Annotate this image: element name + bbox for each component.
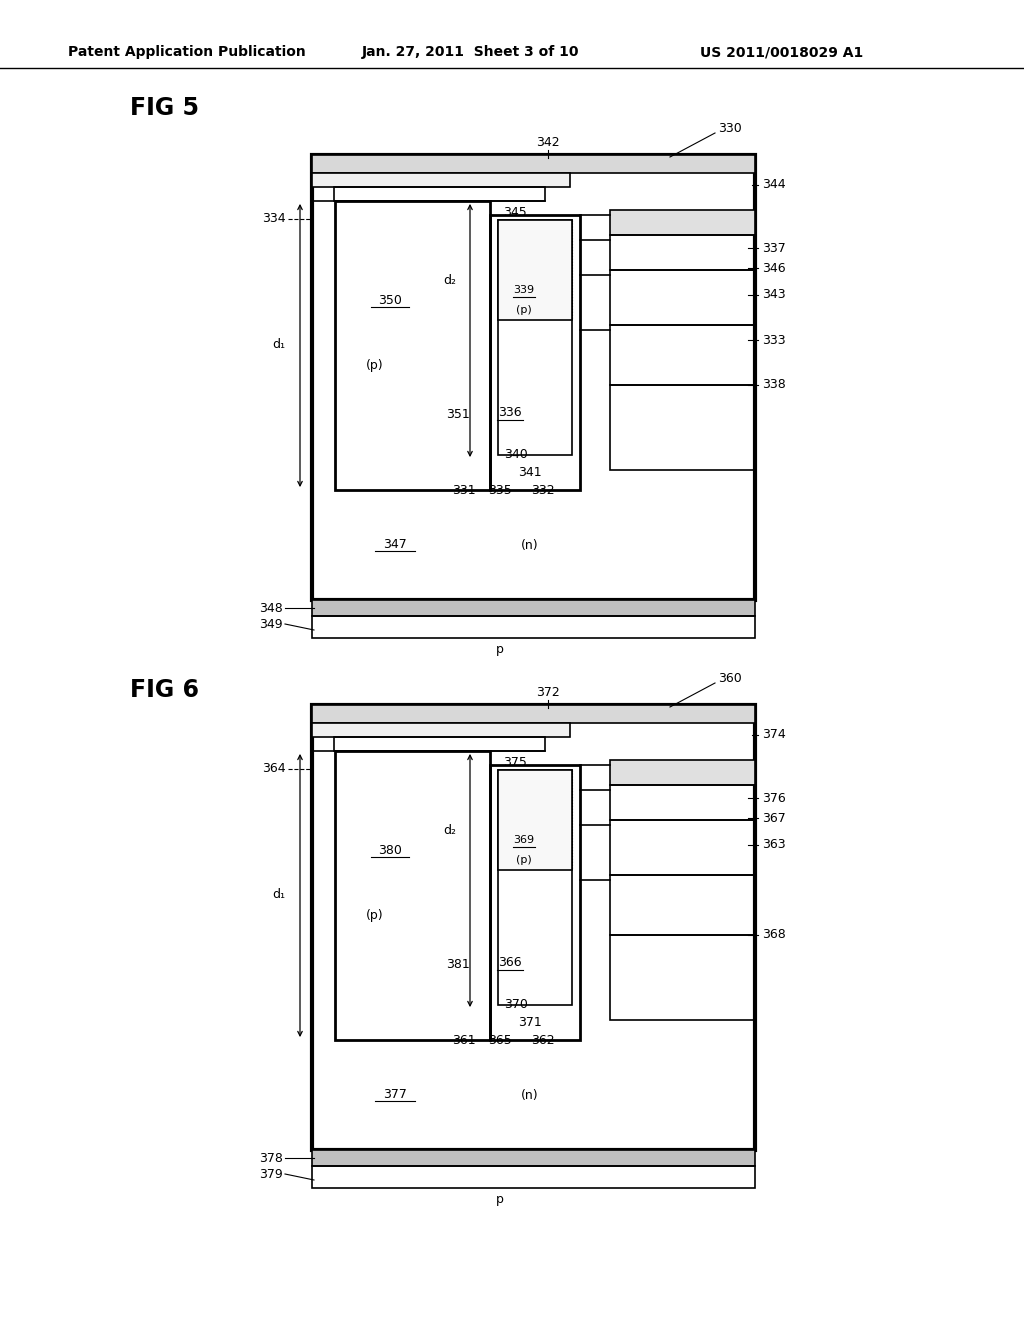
Bar — [312, 601, 755, 616]
Text: US 2011/0018029 A1: US 2011/0018029 A1 — [700, 45, 863, 59]
Text: 335: 335 — [488, 483, 512, 496]
Text: 330: 330 — [718, 121, 741, 135]
Text: 371: 371 — [518, 1015, 542, 1028]
Text: 340: 340 — [504, 449, 528, 462]
Text: 376: 376 — [762, 792, 785, 804]
Text: 336: 336 — [499, 407, 522, 420]
Bar — [610, 820, 755, 875]
Text: 347: 347 — [383, 539, 407, 552]
Text: p: p — [496, 1193, 504, 1206]
Bar — [335, 201, 490, 490]
Text: Patent Application Publication: Patent Application Publication — [68, 45, 306, 59]
Bar — [610, 935, 755, 1020]
Text: 374: 374 — [762, 729, 785, 742]
Text: 365: 365 — [488, 1034, 512, 1047]
Bar — [490, 215, 580, 490]
Text: 364: 364 — [262, 763, 286, 776]
Text: 368: 368 — [762, 928, 785, 941]
Bar — [610, 760, 755, 785]
Bar — [498, 220, 572, 319]
Bar — [498, 770, 572, 1005]
Text: (p): (p) — [516, 855, 531, 865]
Text: (p): (p) — [367, 908, 384, 921]
Text: 343: 343 — [762, 289, 785, 301]
Text: d₁: d₁ — [272, 888, 285, 902]
Bar — [334, 737, 545, 751]
Bar — [312, 1166, 755, 1188]
Text: 375: 375 — [503, 755, 527, 768]
Text: 350: 350 — [378, 293, 402, 306]
Text: d₂: d₂ — [443, 825, 456, 837]
Text: 342: 342 — [537, 136, 560, 149]
Text: FIG 5: FIG 5 — [130, 96, 199, 120]
Text: 367: 367 — [762, 812, 785, 825]
Text: 366: 366 — [499, 957, 522, 969]
Bar — [610, 210, 755, 235]
Bar — [490, 766, 580, 1040]
Bar — [610, 785, 755, 820]
Text: 380: 380 — [378, 843, 402, 857]
Text: 360: 360 — [718, 672, 741, 685]
Text: d₁: d₁ — [272, 338, 285, 351]
Text: 351: 351 — [446, 408, 470, 421]
Text: Jan. 27, 2011  Sheet 3 of 10: Jan. 27, 2011 Sheet 3 of 10 — [362, 45, 580, 59]
Bar — [610, 385, 755, 470]
Text: 348: 348 — [259, 602, 283, 615]
Text: d₂: d₂ — [443, 275, 456, 288]
Text: 361: 361 — [453, 1034, 476, 1047]
Bar — [312, 705, 755, 1150]
Bar — [498, 220, 572, 455]
Text: (n): (n) — [521, 1089, 539, 1101]
Text: 363: 363 — [762, 838, 785, 851]
Bar — [312, 154, 755, 173]
Text: 379: 379 — [259, 1167, 283, 1180]
Text: 339: 339 — [513, 285, 535, 294]
Bar — [610, 875, 755, 935]
Bar — [312, 723, 570, 737]
Text: 362: 362 — [531, 1034, 555, 1047]
Text: 333: 333 — [762, 334, 785, 346]
Text: (p): (p) — [516, 305, 531, 315]
Text: 337: 337 — [762, 242, 785, 255]
Bar — [312, 705, 755, 723]
Text: 331: 331 — [453, 483, 476, 496]
Text: 346: 346 — [762, 261, 785, 275]
Bar — [335, 751, 490, 1040]
Bar — [610, 271, 755, 325]
Text: 377: 377 — [383, 1089, 407, 1101]
Bar — [312, 173, 570, 187]
Text: 341: 341 — [518, 466, 542, 479]
Bar — [498, 770, 572, 870]
Text: 344: 344 — [762, 178, 785, 191]
Text: 381: 381 — [446, 958, 470, 972]
Text: 332: 332 — [531, 483, 555, 496]
Bar — [610, 325, 755, 385]
Text: 370: 370 — [504, 998, 528, 1011]
Text: 372: 372 — [537, 686, 560, 700]
Text: 378: 378 — [259, 1151, 283, 1164]
Text: FIG 6: FIG 6 — [130, 678, 199, 702]
Bar — [312, 1150, 755, 1166]
Text: p: p — [496, 644, 504, 656]
Text: 349: 349 — [259, 618, 283, 631]
Bar — [610, 235, 755, 271]
Bar — [312, 154, 755, 601]
Text: (n): (n) — [521, 539, 539, 552]
Text: 334: 334 — [262, 213, 286, 226]
Text: 345: 345 — [503, 206, 526, 219]
Text: 338: 338 — [762, 379, 785, 392]
Bar — [334, 187, 545, 201]
Text: 369: 369 — [513, 836, 535, 845]
Bar — [312, 616, 755, 638]
Text: (p): (p) — [367, 359, 384, 371]
